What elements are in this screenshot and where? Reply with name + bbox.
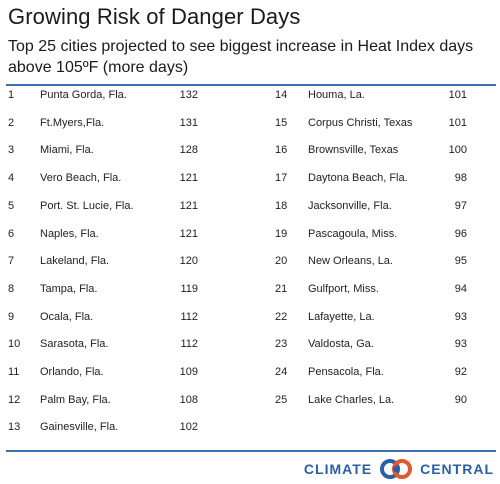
rank-number: 10 [8,338,21,351]
ranking-table: 1 Punta Gorda, Fla. 132 2 Ft.Myers,Fla. 131 3 M… [0,89,500,445]
rank-number: 18 [275,199,288,212]
days-value: 128 [179,144,198,157]
rank-number: 3 [8,144,15,157]
city-name: Punta Gorda, Fla. [40,89,127,101]
days-value: 108 [179,393,198,406]
rank-number: 22 [275,310,288,323]
rank-number: 12 [8,393,21,406]
days-value: 112 [180,338,198,351]
city-name: Pensacola, Fla. [308,366,384,378]
city-name: Gainesville, Fla. [40,421,119,434]
days-value: 97 [454,199,467,212]
rank-number: 21 [275,282,288,295]
city-name: Sarasota, Fla. [40,338,109,351]
rank-number: 14 [275,89,288,101]
days-value: 102 [179,421,198,434]
city-name: New Orleans, La. [308,255,393,268]
rank-number: 4 [8,172,15,185]
city-name: Houma, La. [308,89,365,101]
logo-text-climate: CLIMATE [303,461,373,477]
city-name: Ft.Myers,Fla. [40,116,105,129]
city-name: Lafayette, La. [308,310,375,323]
page-subtitle: Top 25 cities projected to see biggest i… [8,38,474,76]
rank-number: 13 [8,421,21,434]
city-name: Lakeland, Fla. [40,255,110,268]
city-name: Miami, Fla. [40,144,94,157]
city-name: Orlando, Fla. [40,366,104,378]
rank-number: 15 [275,116,288,129]
rank-number: 19 [275,227,288,240]
rank-number: 23 [275,338,288,351]
rank-number: 2 [8,116,15,129]
rank-number: 5 [8,199,15,212]
city-name: Ocala, Fla. [40,310,94,323]
days-value: 120 [179,255,198,268]
top-divider [6,84,496,86]
days-value: 93 [454,310,467,323]
rank-number: 7 [8,255,15,268]
city-name: Brownsville, Texas [308,144,399,157]
days-value: 95 [454,255,467,268]
rank-number: 16 [275,144,288,157]
rank-number: 11 [8,366,20,378]
city-name: Port. St. Lucie, Fla. [40,199,134,212]
days-value: 92 [454,366,467,378]
days-value: 101 [448,116,467,129]
city-name: Gulfport, Miss. [308,282,379,295]
climate-central-rings-icon [380,459,413,479]
page-title: Growing Risk of Danger Days [8,4,301,29]
rank-number: 9 [8,310,15,323]
city-name: Palm Bay, Fla. [40,393,111,406]
days-value: 119 [180,282,198,295]
bottom-divider [6,450,496,452]
rank-number: 8 [8,282,15,295]
days-value: 112 [180,310,198,323]
rank-number: 17 [275,172,288,185]
days-value: 90 [454,393,467,406]
city-name: Daytona Beach, Fla. [308,172,408,185]
rank-number: 25 [275,393,288,406]
city-name: Tampa, Fla. [40,282,98,295]
days-value: 131 [179,116,198,129]
rank-number: 20 [275,255,288,268]
city-name: Valdosta, Ga. [308,338,374,351]
rank-number: 1 [8,89,15,101]
logo-text-central: CENTRAL [420,461,494,477]
days-value: 121 [179,227,198,240]
city-name: Lake Charles, La. [308,393,395,406]
days-value: 101 [448,89,467,101]
days-value: 121 [179,199,198,212]
days-value: 100 [448,144,467,157]
days-value: 109 [179,366,198,378]
days-value: 121 [179,172,198,185]
city-name: Vero Beach, Fla. [40,172,122,185]
climate-central-logo: CLIMATE CENTRAL [304,458,494,480]
city-name: Naples, Fla. [40,227,99,240]
city-name: Corpus Christi, Texas [308,116,413,129]
rank-number: 24 [275,366,288,378]
days-value: 98 [454,172,467,185]
city-name: Jacksonville, Fla. [308,199,392,212]
days-value: 93 [454,338,467,351]
rank-number: 6 [8,227,15,240]
city-name: Pascagoula, Miss. [308,227,398,240]
days-value: 96 [454,227,467,240]
days-value: 94 [454,282,467,295]
days-value: 132 [179,89,198,101]
